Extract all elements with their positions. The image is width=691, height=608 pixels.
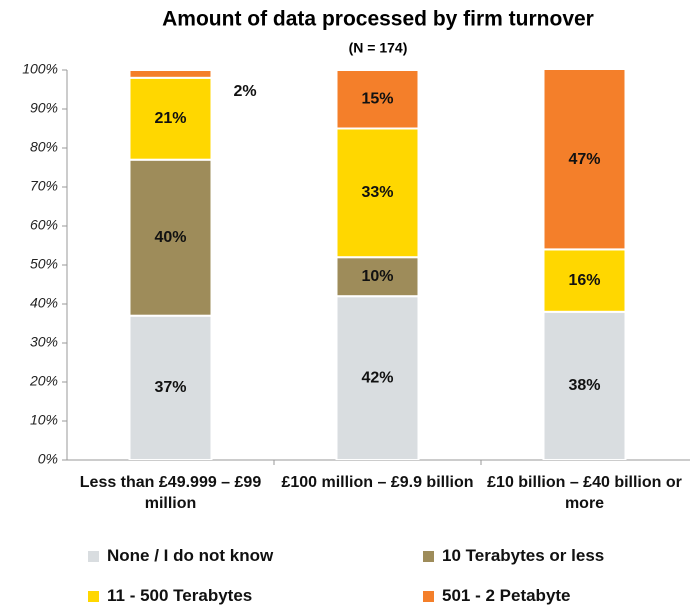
bar-segment [128,70,213,79]
y-tick-label: 10% [30,412,58,428]
legend-swatch [88,550,99,562]
legend-label: 501 - 2 Petabyte [442,586,571,605]
data-label: 33% [361,184,393,201]
y-tick-label: 20% [29,373,58,389]
bar-segment [335,70,420,130]
data-label: 21% [154,110,186,127]
legend-item: 501 - 2 Petabyte [423,586,571,606]
y-tick-label: 50% [30,256,58,272]
bar-segment [542,248,627,313]
y-tick-label: 60% [30,217,58,233]
data-label: 47% [568,151,600,168]
bar-segment [128,158,213,317]
y-tick-label: 40% [30,295,58,311]
y-tick-label: 100% [22,61,58,77]
data-label: 16% [568,272,600,289]
plot-area [128,70,627,460]
bar-segment [128,76,213,161]
bar-segment [128,314,213,460]
y-tick-label: 30% [30,334,58,350]
bar-segment [335,127,420,259]
data-label: 38% [568,377,600,394]
y-tick-label: 70% [30,178,58,194]
legend-label: 10 Terabytes or less [442,546,605,565]
x-tick-label: £100 million – £9.9 billion [281,474,474,491]
data-label: 42% [361,369,393,386]
data-label: 10% [361,268,393,285]
bar-segment [542,310,627,460]
data-label: 15% [361,90,393,107]
chart-title: Amount of data processed by firm turnove… [162,8,594,31]
legend-item: 11 - 500 Terabytes [88,586,252,606]
data-label: 2% [234,83,257,100]
y-tick-label: 80% [30,139,58,155]
legend-swatch [423,590,434,602]
bar-segment [542,70,627,251]
y-tick-label: 90% [30,100,58,116]
x-tick-label: Less than £49.999 – £99 million [79,474,262,512]
legend-swatch [88,590,99,602]
legend-item: None / I do not know [88,546,273,566]
legend-label: 11 - 500 Terabytes [107,586,253,605]
data-label: 37% [154,379,186,396]
chart-subtitle: (N = 174) [349,40,408,56]
x-tick-label: £10 billion – £40 billion or more [487,474,682,512]
legend-swatch [423,550,434,562]
y-tick-label: 0% [38,451,58,467]
data-label: 40% [154,229,186,246]
legend-item: 10 Terabytes or less [423,546,604,566]
bar-segment [335,256,420,298]
legend-label: None / I do not know [107,546,274,565]
bar-segment [335,295,420,460]
